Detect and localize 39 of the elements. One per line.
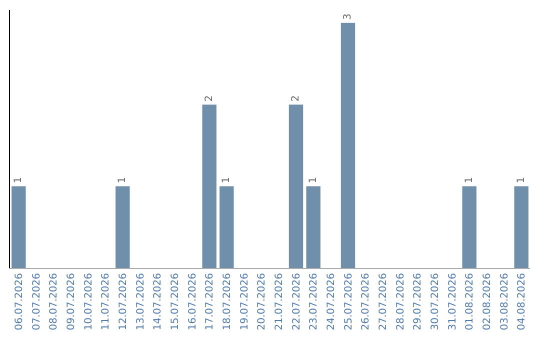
x-tick-label: 24.07.2026 [326,273,337,330]
x-tick-label: 04.08.2026 [516,273,528,330]
data-label: 1 [308,176,319,184]
x-tick-label: 08.07.2026 [48,273,60,330]
x-tick-label: 11.07.2026 [100,273,112,330]
x-tick-label: 14.07.2026 [152,273,164,330]
x-tick-label: 17.07.2026 [204,273,216,330]
x-tick-label: 09.07.2026 [66,273,77,330]
x-tick-label: 29.07.2026 [412,273,424,330]
x-tick-label: 07.07.2026 [31,273,42,330]
x-tick-label: 28.07.2026 [395,273,406,330]
x-tick-label: 02.08.2026 [482,273,493,330]
x-tick-label: 10.07.2026 [83,273,94,330]
x-tick-label: 22.07.2026 [291,273,302,330]
x-tick-label: 01.08.2026 [464,273,476,330]
x-tick-label: 26.07.2026 [360,273,372,330]
x-tick-label: 23.07.2026 [308,273,320,330]
x-tick-label: 20.07.2026 [256,273,268,330]
x-tick-label: 12.07.2026 [118,273,129,330]
x-tick-label: 27.07.2026 [378,273,389,330]
x-tick-label: 06.07.2026 [14,273,25,330]
x-tick-label: 21.07.2026 [274,273,285,330]
data-label: 1 [516,176,527,184]
data-label: 1 [13,176,24,184]
x-tick-label: 15.07.2026 [170,273,181,330]
data-label: 1 [221,176,232,184]
data-label: 2 [290,95,302,102]
x-tick-label: 25.07.2026 [343,273,354,330]
x-tick-label: 18.07.2026 [222,273,233,330]
data-label: 2 [204,95,215,102]
data-label: 1 [117,176,128,184]
data-label: 1 [464,176,475,184]
x-tick-label: 30.07.2026 [430,273,441,330]
x-tick-label: 31.07.2026 [447,273,458,330]
x-tick-label: 16.07.2026 [187,273,198,330]
x-tick-label: 19.07.2026 [239,273,250,330]
data-label: 3 [342,14,354,20]
x-tick-label: 03.08.2026 [499,273,510,330]
x-tick-label: 13.07.2026 [135,273,146,330]
